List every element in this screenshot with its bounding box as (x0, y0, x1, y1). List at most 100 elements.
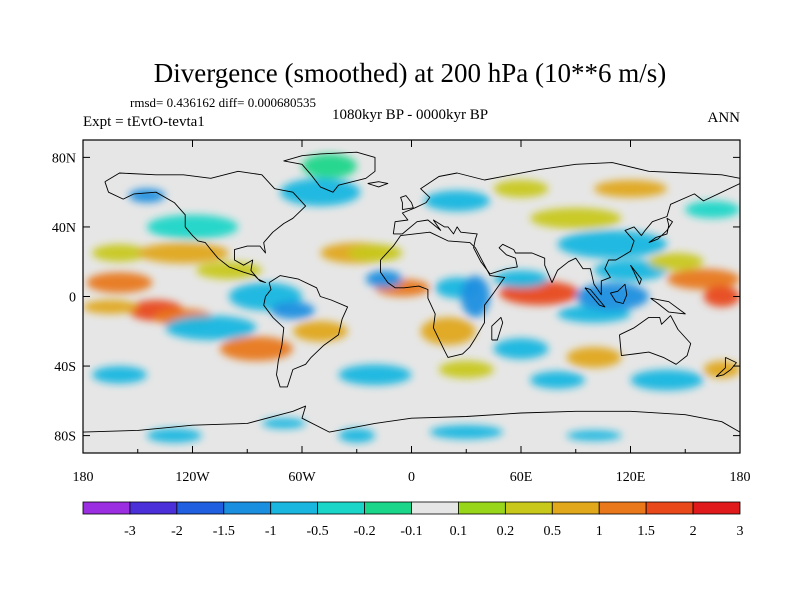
contour-region-7 (128, 188, 166, 203)
colorbar-label: -0.1 (400, 524, 422, 539)
contour-region-14 (271, 301, 315, 320)
coastline-australia (619, 315, 692, 365)
lon-tick-label: 60W (288, 470, 316, 485)
colorbar-label: -2 (171, 524, 183, 539)
contour-region-44 (703, 360, 740, 379)
map-axes: 80N 40N 0 40S 80S 180 120W 60W 0 60E 120E 180 (52, 140, 751, 485)
coastline-iceland (367, 181, 389, 188)
colorbar-swatch (598, 501, 647, 515)
contour-region-32 (530, 207, 622, 229)
contour-region-36 (685, 200, 740, 219)
lon-tick-label: 120W (175, 470, 210, 485)
colorbar-swatch (504, 501, 553, 515)
lat-tick-label: 40S (54, 360, 76, 375)
colorbar-label: -1.5 (213, 524, 235, 539)
colorbar-swatch (82, 501, 131, 515)
colorbar-swatch (692, 501, 741, 515)
divergence-contours (83, 153, 740, 443)
coastline-south-america (263, 275, 349, 388)
contour-region-12 (347, 244, 403, 262)
contour-region-34 (493, 180, 549, 198)
coastline-antarctica (83, 405, 740, 433)
colorbar: -3 -2 -1.5 -1 -0.5 -0.2 -0.1 0.1 0.2 0.5 1 1.5 2 3 (82, 501, 744, 539)
colorbar-swatch (270, 501, 319, 515)
contour-region-43 (630, 369, 704, 391)
colorbar-label: -0.5 (307, 524, 329, 539)
colorbar-swatch (129, 501, 178, 515)
colorbar-label: -0.2 (354, 524, 376, 539)
contour-region-39 (438, 360, 494, 379)
colorbar-label: 3 (737, 524, 744, 539)
season-label: ANN (708, 110, 741, 126)
contour-region-33 (594, 180, 667, 198)
contour-region-16 (219, 336, 293, 361)
contour-region-22 (420, 317, 476, 346)
coastline-uk (400, 195, 414, 211)
contour-region-46 (338, 428, 376, 443)
contour-region-29 (667, 268, 740, 290)
contour-region-8 (146, 214, 239, 240)
colorbar-label: 0.1 (450, 524, 468, 539)
contour-region-30 (703, 286, 740, 307)
coastline-sumatra (584, 287, 606, 308)
colorbar-label: 1.5 (637, 524, 655, 539)
lon-tick-label: 180 (730, 470, 751, 485)
lon-tick-label: 0 (408, 470, 415, 485)
lat-tick-label: 40N (52, 221, 76, 236)
contour-region-45 (146, 428, 202, 443)
contour-region-5 (137, 242, 229, 264)
contour-region-10 (302, 153, 357, 179)
colorbar-label: -3 (124, 524, 136, 539)
contour-region-4 (92, 244, 147, 262)
coastline-eurasia (392, 162, 740, 296)
colorbar-label: 1 (596, 524, 603, 539)
contour-region-24 (493, 270, 549, 288)
contour-region-15 (165, 315, 257, 340)
contour-region-38 (338, 364, 412, 386)
contour-region-19 (365, 270, 403, 288)
coastline-new-zealand (715, 356, 737, 377)
coastline-africa (380, 231, 506, 358)
colorbar-swatch (458, 501, 506, 515)
colorbar-swatch (551, 501, 600, 515)
lon-tick-label: 120E (616, 470, 646, 485)
contour-region-28 (557, 230, 668, 259)
period-label: 1080kyr BP - 0000kyr BP (332, 107, 488, 123)
colorbar-label: 0.2 (497, 524, 515, 539)
colorbar-swatch (411, 501, 459, 515)
colorbar-swatch (317, 501, 365, 515)
experiment-label: Expt = tEvtO-tevta1 (83, 114, 205, 130)
colorbar-swatch (645, 501, 694, 515)
colorbar-swatch (223, 501, 272, 515)
contour-region-47 (429, 425, 503, 440)
coastline-greenland (283, 151, 376, 193)
contour-region-35 (424, 190, 490, 212)
colorbar-label: 0.5 (544, 524, 562, 539)
contour-region-42 (530, 371, 585, 389)
lon-tick-label: 180 (73, 470, 94, 485)
colorbar-label: 2 (690, 524, 697, 539)
coastline-philippines (630, 264, 642, 285)
colorbar-label: -1 (265, 524, 277, 539)
lon-tick-label: 60E (510, 470, 533, 485)
contour-region-9 (280, 178, 361, 207)
lat-tick-label: 80N (52, 151, 76, 166)
coastline-north-america (104, 170, 307, 284)
contour-region-41 (566, 347, 622, 368)
chart-title: Divergence (smoothed) at 200 hPa (10**6 … (154, 58, 666, 88)
contour-region-3 (83, 299, 138, 314)
colorbar-swatch (176, 501, 225, 515)
contour-region-0 (86, 272, 153, 293)
coastline-borneo (610, 283, 628, 304)
coastlines (83, 151, 740, 433)
contour-region-6 (196, 261, 262, 280)
contour-region-27 (594, 260, 667, 281)
coastline-new-guinea (650, 297, 686, 315)
stats-line: rmsd= 0.436162 diff= 0.000680535 (130, 95, 316, 110)
contour-region-31 (648, 253, 704, 271)
contour-region-37 (92, 366, 147, 384)
contour-region-40 (493, 338, 549, 360)
contour-region-48 (566, 430, 622, 441)
